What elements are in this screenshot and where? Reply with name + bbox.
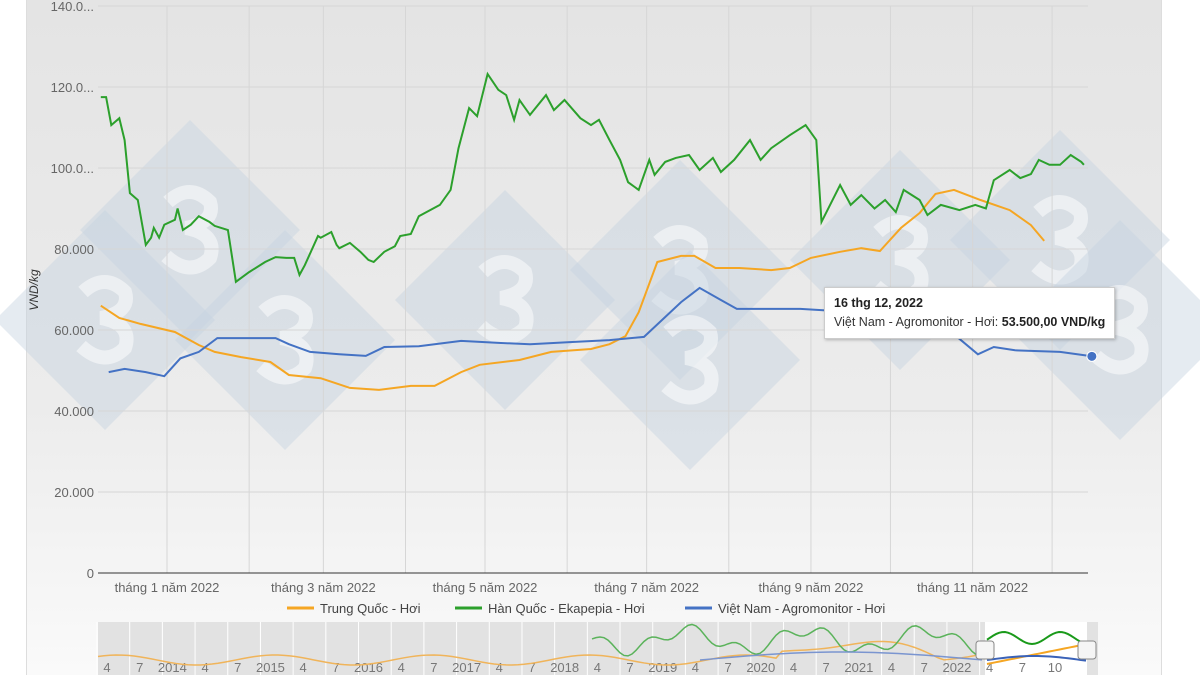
navigator-tick-label: 4 [986,660,993,675]
y-tick-label: 0 [87,566,94,581]
navigator-tick-label: 7 [921,660,928,675]
x-tick-label: tháng 1 năm 2022 [115,580,220,595]
y-axis-title: VND/kg [27,269,41,311]
navigator-tick-label: 2015 [256,660,285,675]
navigator-tick-label: 7 [626,660,633,675]
navigator-selected-green [986,631,1087,646]
navigator-tick-label: 2018 [550,660,579,675]
navigator-tick-label: 7 [823,660,830,675]
tooltip: 16 thg 12, 2022 Việt Nam - Agromonitor -… [824,287,1116,339]
navigator-background[interactable] [98,622,1098,675]
watermark-digit-shape [1031,195,1089,285]
navigator-tick-label: 10 [1048,660,1062,675]
y-tick-label: 40.000 [54,404,94,419]
navigator-series-blue [699,651,983,661]
navigator-tick-label: 2017 [452,660,481,675]
navigator-tick-label: 4 [888,660,895,675]
navigator-series-green [591,623,985,657]
navigator-handle-right[interactable] [1077,640,1097,660]
y-tick-label: 120.0... [51,80,94,95]
tooltip-date: 16 thg 12, 2022 [834,296,923,310]
y-tick-label: 100.0... [51,161,94,176]
series-line-0[interactable] [100,188,1045,391]
watermark-digit-shape [76,275,134,365]
x-tick-label: tháng 7 năm 2022 [594,580,699,595]
x-tick-label: tháng 5 năm 2022 [433,580,538,595]
tooltip-series: Việt Nam - Agromonitor - Hơi: [834,315,999,329]
y-tick-label: 20.000 [54,485,94,500]
watermark-digit-shape [651,225,709,315]
y-tick-label: 80.000 [54,242,94,257]
navigator-tick-label: 4 [300,660,307,675]
navigator-tick-label: 7 [234,660,241,675]
watermark-digit-shape [661,315,719,405]
series-line-1[interactable] [100,71,1085,284]
navigator-selected-orange [986,643,1087,665]
navigator-tick-label: 4 [790,660,797,675]
navigator-tick-label: 4 [201,660,208,675]
watermark-digit-shape [476,255,534,345]
navigator-selection[interactable] [985,622,1087,675]
legend-item[interactable]: Hàn Quốc - Ekapepia - Hơi [488,601,645,616]
x-tick-label: tháng 11 năm 2022 [917,580,1028,595]
tooltip-value: 53.500,00 VND/kg [1001,315,1106,329]
legend-item[interactable]: Việt Nam - Agromonitor - Hơi [718,601,885,616]
navigator-tick-label: 7 [136,660,143,675]
navigator-tick-label: 4 [692,660,699,675]
navigator-tick-label: 2020 [746,660,775,675]
navigator-selected-blue [986,655,1087,662]
navigator-tick-label: 7 [528,660,535,675]
watermark-digit-shape [1091,285,1149,375]
navigator-tick-label: 7 [430,660,437,675]
x-tick-label: tháng 9 năm 2022 [759,580,864,595]
y-tick-label: 60.000 [54,323,94,338]
navigator-tick-label: 2021 [844,660,873,675]
navigator-tick-label: 7 [332,660,339,675]
navigator-series-orange [97,640,981,666]
highlight-point[interactable] [1086,350,1098,362]
navigator-tick-label: 7 [1019,660,1026,675]
navigator-tick-label: 4 [594,660,601,675]
y-tick-label: 140.0... [51,0,94,14]
navigator-tick-label: 7 [724,660,731,675]
legend-item[interactable]: Trung Quốc - Hơi [320,601,421,616]
navigator-handle-left[interactable] [975,640,995,660]
x-tick-label: tháng 3 năm 2022 [271,580,376,595]
navigator-tick-label: 4 [103,660,110,675]
navigator-tick-label: 2019 [648,660,677,675]
navigator-tick-label: 2022 [942,660,971,675]
navigator-tick-label: 4 [496,660,503,675]
navigator-tick-label: 4 [398,660,405,675]
